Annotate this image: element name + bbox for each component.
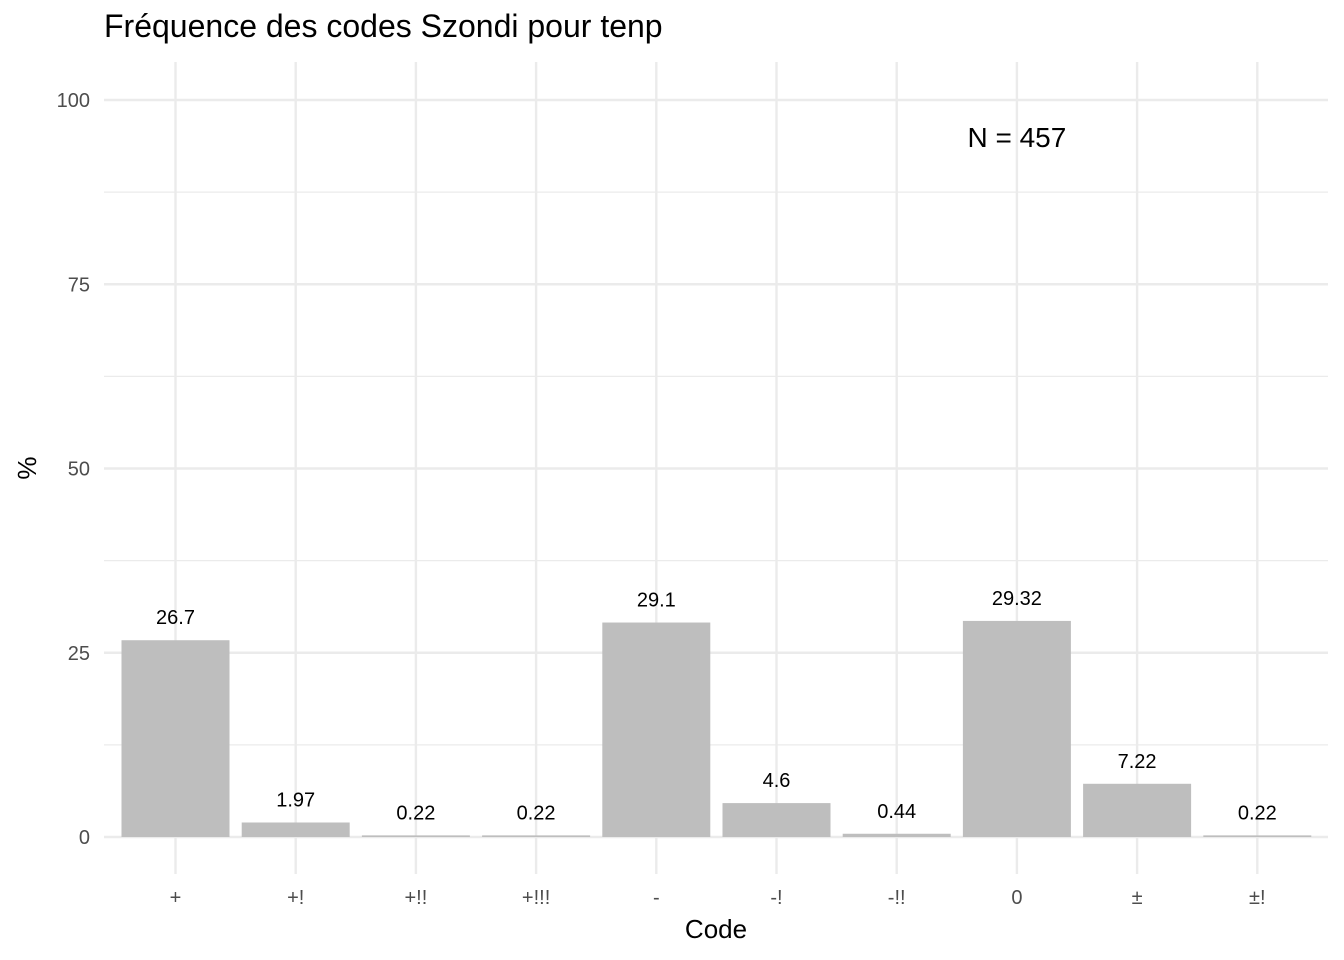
x-tick-label: 0	[1011, 887, 1022, 909]
data-label: 26.7	[156, 607, 195, 629]
bar	[842, 833, 951, 837]
bar	[1083, 783, 1192, 837]
data-labels: 26.7 1.97 0.22 0.22 29.1 4.6 0.44 29.32 7.22 0.22	[156, 588, 1277, 824]
x-tick-label: ±	[1132, 887, 1143, 909]
sample-size-annotation: N = 457	[967, 122, 1066, 153]
y-tick-label: 75	[68, 274, 90, 296]
bar	[722, 803, 831, 837]
y-axis-ticks: 0 25 50 75 100	[57, 90, 90, 849]
bars	[121, 620, 1312, 837]
x-tick-label: ±!	[1249, 887, 1266, 909]
data-label: 29.1	[637, 590, 676, 612]
x-tick-label: -!	[770, 887, 782, 909]
bar	[1203, 835, 1312, 837]
x-tick-label: +!!	[405, 887, 428, 909]
bar	[241, 822, 350, 837]
y-tick-label: 100	[57, 90, 90, 112]
x-axis-title: Code	[685, 914, 747, 944]
y-tick-label: 25	[68, 643, 90, 665]
bar	[602, 622, 711, 837]
data-label: 29.32	[992, 588, 1042, 610]
grid-minor	[104, 191, 1328, 746]
x-tick-label: +!	[287, 887, 304, 909]
data-label: 0.44	[877, 801, 916, 823]
data-label: 0.22	[1238, 802, 1277, 824]
y-tick-label: 0	[79, 827, 90, 849]
x-tick-label: -!!	[888, 887, 906, 909]
data-label: 7.22	[1118, 751, 1157, 773]
data-label: 1.97	[276, 789, 315, 811]
bar	[482, 835, 591, 837]
x-axis-ticks: + +! +!! +!!! - -! -!! 0 ± ±!	[170, 887, 1266, 909]
data-label: 4.6	[763, 770, 791, 792]
bar	[962, 620, 1071, 837]
chart-title: Fréquence des codes Szondi pour tenp	[104, 8, 663, 44]
data-label: 0.22	[517, 802, 556, 824]
y-axis-title: %	[12, 456, 42, 479]
bar	[121, 640, 230, 837]
x-tick-label: -	[653, 887, 660, 909]
bar	[361, 835, 470, 837]
x-tick-label: +!!!	[522, 887, 550, 909]
data-label: 0.22	[396, 802, 435, 824]
y-tick-label: 50	[68, 459, 90, 481]
x-tick-label: +	[170, 887, 182, 909]
